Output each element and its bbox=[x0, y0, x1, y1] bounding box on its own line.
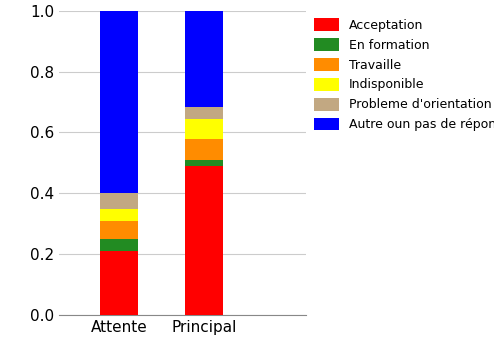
Bar bbox=[100, 11, 138, 193]
Bar bbox=[185, 11, 223, 107]
Bar bbox=[100, 239, 138, 251]
Bar bbox=[100, 193, 138, 208]
Bar bbox=[100, 251, 138, 315]
Bar bbox=[185, 107, 223, 119]
Bar bbox=[100, 208, 138, 221]
Bar bbox=[185, 166, 223, 315]
Legend: Acceptation, En formation, Travaille, Indisponible, Probleme d'orientation, Autr: Acceptation, En formation, Travaille, In… bbox=[309, 13, 494, 136]
Bar bbox=[100, 221, 138, 239]
Bar bbox=[185, 139, 223, 160]
Bar bbox=[185, 160, 223, 166]
Bar bbox=[185, 119, 223, 139]
